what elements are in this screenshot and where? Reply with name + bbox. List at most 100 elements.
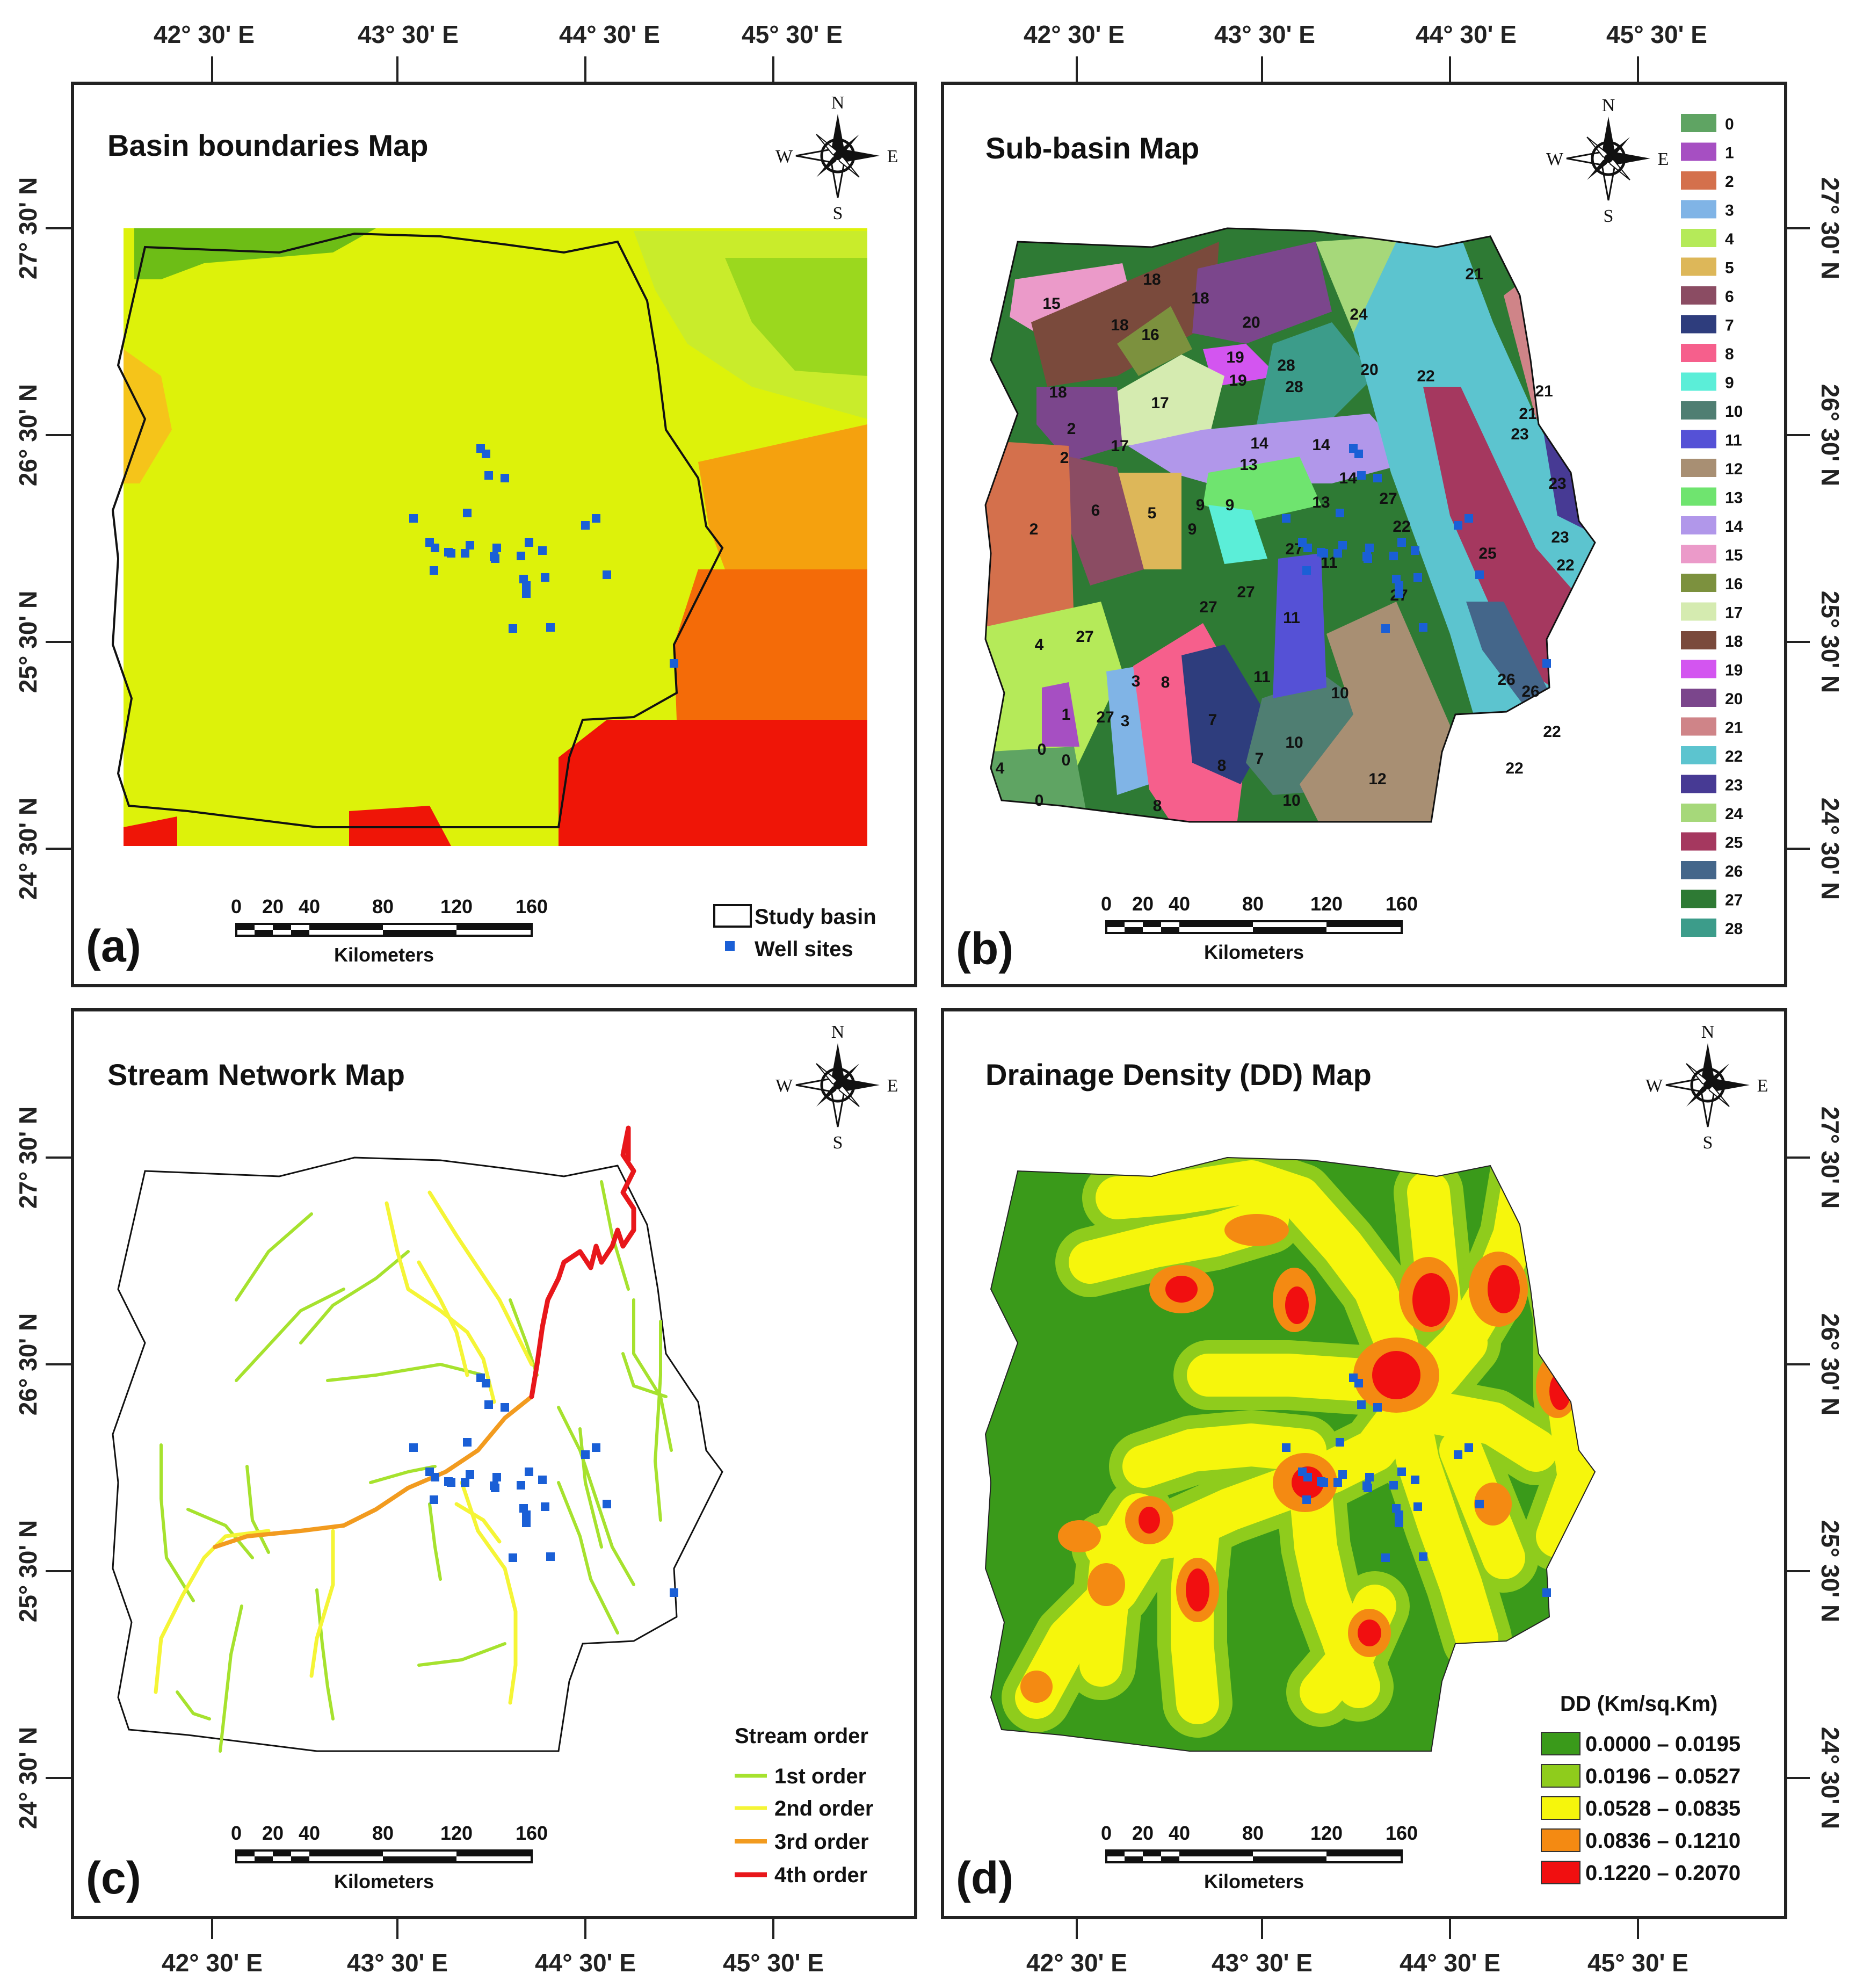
well-site-marker: [1419, 1552, 1427, 1561]
lon-label: 42° 30' E: [162, 1949, 263, 1977]
sub-basin-legend-swatch: [1681, 487, 1716, 506]
well-site-marker: [581, 521, 590, 530]
well-site-marker: [1542, 1588, 1551, 1597]
sub-basin-legend-swatch: [1681, 286, 1716, 305]
sub-basin-label: 9: [1196, 496, 1205, 514]
compass-e: E: [1757, 1076, 1768, 1096]
sub-basin-label: 21: [1465, 265, 1483, 283]
sub-basin-label: 22: [1505, 760, 1523, 777]
north-arrow: N S E W: [1645, 1022, 1768, 1153]
well-site-marker: [517, 552, 525, 560]
well-site-marker: [1389, 552, 1398, 560]
sub-basin-legend-label: 5: [1725, 259, 1734, 277]
scale-unit: Kilometers: [334, 944, 434, 966]
compass-e: E: [1658, 149, 1669, 169]
sub-basin-label: 1: [1062, 706, 1071, 724]
sub-basin-label: 21: [1535, 382, 1553, 400]
panel-b-sub-basin: 15 18 18 18 16 20 24 21 19 19 28 28 20 2…: [941, 82, 1787, 987]
panel-letter: (c): [86, 1853, 141, 1903]
scale-tick: 40: [299, 895, 320, 917]
sub-basin-legend-label: 26: [1725, 863, 1743, 880]
sub-basin-label: 2: [1067, 420, 1076, 438]
sub-basin-label: 10: [1285, 734, 1303, 751]
sub-basin-legend-swatch: [1681, 602, 1716, 621]
sub-basin-label: 23: [1551, 529, 1569, 546]
sub-basin-label: 23: [1511, 425, 1528, 443]
lon-label: 43° 30' E: [1212, 1949, 1313, 1977]
well-site-marker: [492, 544, 501, 552]
well-site-marker: [1392, 1504, 1401, 1513]
panel-letter: (a): [86, 921, 141, 971]
sub-basin-label: 19: [1226, 349, 1244, 366]
well-site-marker: [1381, 624, 1390, 633]
sub-basin-legend-swatch: [1681, 516, 1716, 534]
sub-basin-label: 17: [1151, 394, 1169, 412]
lon-label: 45° 30' E: [742, 20, 843, 48]
sub-basin-label: 0: [1062, 751, 1071, 769]
sub-basin-legend-swatch: [1681, 114, 1716, 132]
sub-basin-label: 14: [1250, 435, 1268, 452]
well-site-marker: [1397, 1467, 1406, 1476]
lat-label: 24° 30' N: [14, 1727, 42, 1829]
sub-basin-label: 22: [1543, 723, 1561, 741]
sub-basin-label: 14: [1312, 436, 1330, 454]
scale-unit: Kilometers: [1204, 1870, 1304, 1892]
north-arrow: N S E W: [775, 93, 898, 223]
sub-basin-label: 25: [1478, 545, 1496, 562]
lat-label: 27° 30' N: [14, 1107, 42, 1209]
well-site-marker: [519, 1504, 528, 1513]
scale-bar-graphic: [235, 1849, 533, 1863]
sub-basin-label: 18: [1049, 384, 1067, 401]
well-site-marker: [1364, 554, 1372, 563]
well-site-marker: [1395, 1519, 1403, 1527]
well-site-marker: [509, 624, 517, 633]
north-arrow: N S E W: [775, 1022, 898, 1153]
compass-w: W: [775, 147, 793, 167]
study-basin-swatch: [713, 904, 752, 928]
well-site-marker: [1338, 541, 1347, 550]
scale-bar: 0 20 40 80 120 160 Kilometers: [231, 895, 548, 966]
lon-label: 42° 30' E: [154, 20, 255, 48]
well-site-marker: [581, 1450, 590, 1459]
well-site-marker: [1364, 1484, 1372, 1492]
sub-basin-legend-label: 1: [1725, 144, 1734, 162]
sub-basin-label: 2: [1030, 521, 1039, 538]
scale-tick: 80: [1242, 893, 1264, 915]
well-site-marker: [1333, 1478, 1342, 1487]
scale-tick: 160: [516, 1822, 548, 1844]
sub-basin-label: 0: [1035, 792, 1044, 809]
sub-basin-label: 17: [1111, 437, 1128, 455]
well-site-marker: [1454, 521, 1462, 530]
well-site-marker: [538, 1476, 547, 1484]
scale-bar-graphic: [1105, 920, 1403, 934]
well-site-marker: [1302, 1495, 1311, 1504]
panel-title: Drainage Density (DD) Map: [985, 1058, 1372, 1091]
lat-label: 26° 30' N: [1816, 384, 1844, 486]
scale-tick: 80: [1242, 1822, 1264, 1844]
compass-s: S: [833, 1133, 843, 1153]
sub-basin-label: 23: [1548, 475, 1566, 493]
well-site-marker: [517, 1481, 525, 1490]
well-site-marker: [538, 546, 547, 555]
sub-basin-label: 27: [1076, 628, 1093, 646]
sub-basin-legend-label: 7: [1725, 317, 1734, 335]
well-site-marker: [1413, 1502, 1422, 1511]
sub-basin-legend-swatch: [1681, 746, 1716, 764]
sub-basin-legend-label: 15: [1725, 547, 1743, 565]
sub-basin-legend-swatch: [1681, 660, 1716, 678]
well-site-marker: [1302, 566, 1311, 575]
lon-label: 45° 30' E: [1606, 20, 1707, 48]
well-site-marker: [1397, 538, 1406, 547]
sub-basin-legend-swatch: [1681, 200, 1716, 219]
well-site-marker: [484, 1400, 493, 1409]
lat-label: 25° 30' N: [1816, 591, 1844, 693]
drainage-density-legend: DD (Km/sq.Km) 0.0000 – 0.0195 0.0196 – 0…: [1541, 1692, 1741, 1885]
sub-basin-label: 3: [1121, 712, 1130, 730]
well-site-marker: [1354, 450, 1363, 458]
sub-basin-label: 8: [1161, 674, 1170, 691]
compass-n: N: [831, 93, 845, 113]
well-site-marker: [1381, 1553, 1390, 1562]
sub-basin-label: 10: [1282, 792, 1300, 809]
sub-basin-legend-label: 23: [1725, 777, 1743, 794]
well-site-marker: [1419, 623, 1427, 632]
